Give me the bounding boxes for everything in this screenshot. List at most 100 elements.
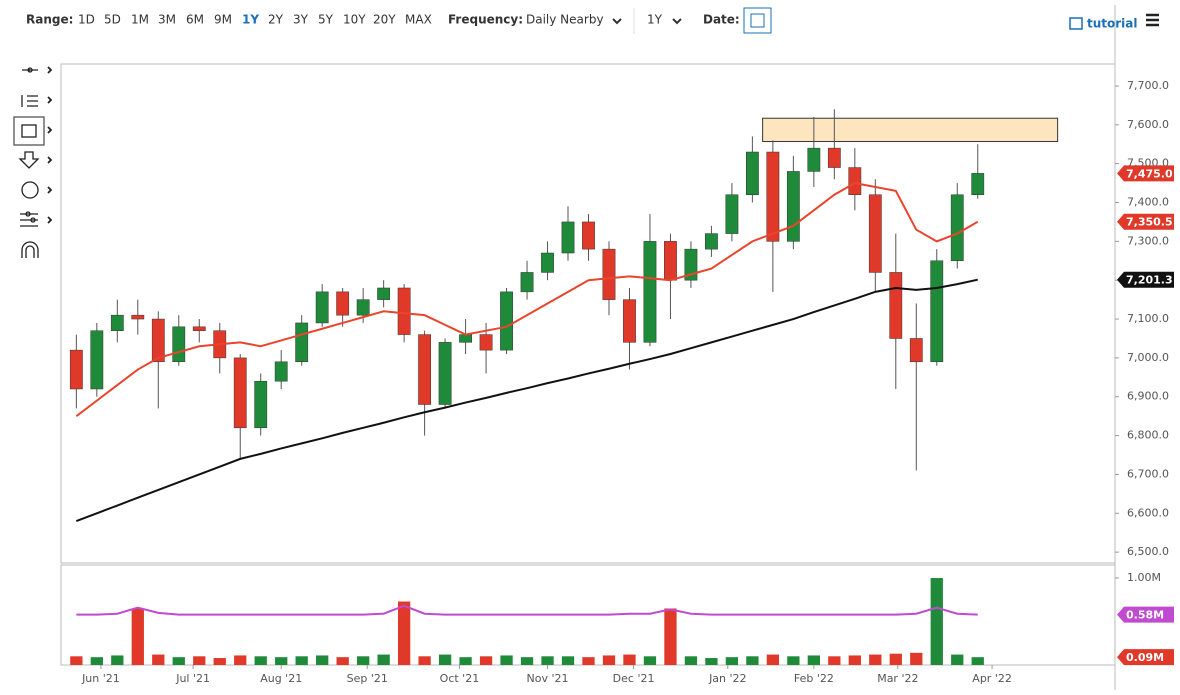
range-button[interactable]: 5Y	[318, 13, 334, 27]
volume-bar	[90, 657, 103, 665]
volume-bar	[746, 656, 759, 665]
volume-bar	[357, 656, 370, 665]
candle-body	[602, 248, 616, 300]
candle-body	[336, 291, 350, 316]
x-tick-label: Sep '21	[347, 672, 388, 685]
y-tick-label: 7,400.0	[1127, 196, 1169, 209]
range-button[interactable]: 9M	[214, 13, 232, 27]
volume-bar	[520, 657, 534, 665]
volume-bar	[561, 656, 575, 665]
x-tick-label: Apr '22	[972, 672, 1012, 685]
moving-average	[75, 278, 978, 522]
volume-bar	[643, 656, 657, 665]
volume-bar	[111, 655, 124, 665]
candle-body	[377, 287, 391, 300]
candle-body	[418, 334, 432, 405]
volume-bar	[582, 657, 595, 665]
volume-bar	[193, 656, 206, 665]
range-button[interactable]: 10Y	[343, 13, 366, 27]
volume-bar	[500, 655, 513, 665]
range-button[interactable]: 6M	[186, 13, 204, 27]
volume-bar	[971, 657, 984, 665]
range-button[interactable]: 3M	[158, 13, 176, 27]
candle-body	[664, 241, 677, 281]
candle-body	[274, 361, 288, 382]
candle-body	[827, 147, 841, 168]
y-tick-label: 7,700.0	[1127, 79, 1169, 92]
volume-bar	[910, 652, 923, 665]
range-button[interactable]: 1Y	[242, 13, 259, 27]
volume-bar	[275, 657, 288, 665]
candle-body	[356, 299, 370, 316]
y-tick-label: 7,300.0	[1127, 234, 1169, 247]
candle-body	[459, 334, 472, 343]
volume-bar	[336, 657, 349, 665]
candle-body	[745, 151, 759, 195]
candle-body	[438, 342, 452, 405]
range-button[interactable]: 3Y	[293, 13, 309, 27]
candle-body	[623, 299, 636, 343]
range-button[interactable]: MAX	[405, 13, 432, 27]
volume-bar	[869, 654, 882, 665]
candle-body	[541, 252, 554, 273]
volume-bar	[152, 654, 165, 665]
range-button[interactable]: 20Y	[373, 13, 396, 27]
volume-bar	[234, 655, 247, 665]
x-tick-label: Jul '21	[175, 672, 210, 685]
volume-bar	[602, 655, 616, 665]
range-button[interactable]: 1D	[78, 13, 95, 27]
volume-bar	[930, 578, 943, 665]
value-badge-label: 7,350.5	[1126, 216, 1173, 229]
volume-bar	[807, 655, 820, 665]
candle-body	[110, 314, 124, 331]
calendar-icon	[750, 13, 765, 28]
volume-bar	[70, 656, 83, 665]
volume-bar	[295, 656, 308, 665]
range-label: Range:	[26, 13, 73, 27]
volume-bar	[397, 601, 411, 665]
range-button[interactable]: 2Y	[268, 13, 284, 27]
candle-body	[930, 260, 944, 363]
tool-chevrons	[47, 66, 53, 224]
candle-body	[172, 326, 186, 363]
volume-bar	[479, 656, 493, 665]
volume-bar	[951, 654, 964, 665]
range-button[interactable]: 1M	[131, 13, 149, 27]
range-button[interactable]: 5D	[104, 13, 121, 27]
volume-bar	[541, 656, 554, 665]
tool-icons[interactable]	[13, 67, 45, 258]
x-tick-label: Feb '22	[794, 672, 834, 685]
tutorial-link[interactable]: tutorial	[1087, 17, 1138, 31]
candle-body	[807, 147, 821, 172]
x-tick-label: Nov '21	[527, 672, 569, 685]
volume-bar	[705, 658, 718, 665]
volume-bar	[459, 657, 472, 665]
candle-body	[561, 221, 575, 254]
period-select[interactable]: 1Y	[647, 13, 663, 27]
chevron	[612, 18, 622, 25]
frequency-select[interactable]: Daily Nearby	[526, 13, 604, 27]
volume-bar	[664, 608, 677, 665]
volume-bar	[438, 654, 452, 665]
candle-body	[684, 248, 698, 281]
date-label: Date:	[703, 13, 740, 27]
volume-bar	[787, 656, 800, 665]
volume-bar	[684, 656, 698, 665]
volume-bar	[828, 656, 841, 665]
moving-average	[75, 182, 979, 417]
menu-icon[interactable]	[1146, 13, 1159, 27]
x-tick-label: Oct '21	[440, 672, 480, 685]
frequency-label: Frequency:	[448, 13, 523, 27]
candle-body	[725, 194, 739, 234]
y-tick-label: 7,100.0	[1127, 312, 1169, 325]
candle-body	[315, 291, 329, 324]
candle-body	[582, 221, 595, 250]
calendar-button[interactable]	[743, 7, 772, 34]
x-tick-label: Jan '22	[708, 672, 746, 685]
candle-body	[705, 233, 718, 250]
y-tick-label: 7,600.0	[1127, 118, 1169, 131]
volume-bar	[131, 608, 144, 665]
y-tick-label: 7,000.0	[1127, 351, 1169, 364]
candle-body	[90, 330, 104, 390]
